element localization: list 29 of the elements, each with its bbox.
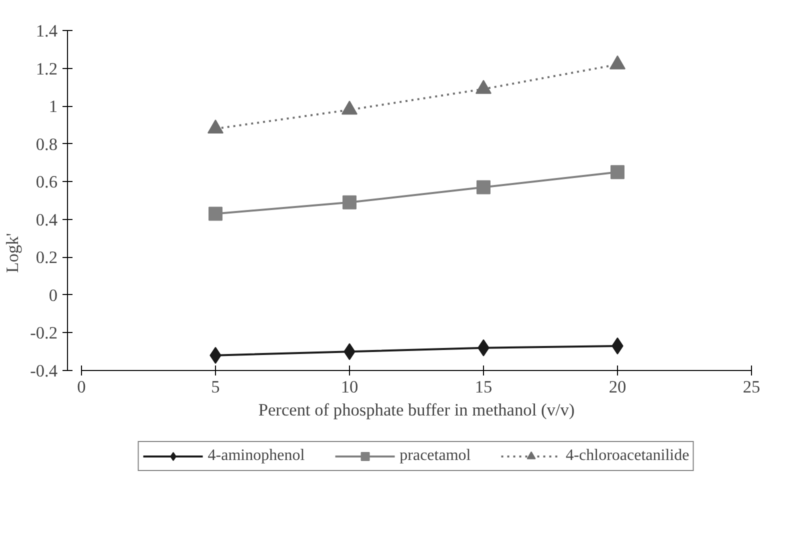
x-tick-label: 15 [474, 378, 492, 396]
y-tick-label: -0.4 [30, 362, 58, 380]
point [610, 165, 624, 180]
x-tick-label: 0 [77, 378, 86, 396]
y-tick-label: -0.2 [30, 324, 58, 343]
x-tick-label: 25 [742, 378, 760, 396]
y-tick-label: 1.2 [36, 59, 58, 78]
y-axis-title: Logk' [3, 233, 22, 273]
legend-label: 4-chloroacetanilide [566, 447, 690, 465]
legend-label: 4-aminophenol [208, 447, 305, 465]
point [610, 55, 626, 70]
point [342, 100, 358, 115]
y-tick-label: 0.4 [36, 210, 58, 230]
x-tick-label: 10 [340, 378, 358, 396]
y-tick-label: 0.6 [36, 172, 58, 192]
point [208, 120, 224, 134]
point [476, 180, 490, 194]
point [476, 80, 492, 94]
legend-label: pracetamol [400, 447, 471, 465]
point [208, 206, 222, 221]
x-axis-title: Percent of phosphate buffer in methanol (v/v) [258, 400, 575, 420]
x-tick-label: 20 [608, 378, 626, 396]
y-tick-label: 1 [48, 97, 58, 116]
y-tick-label: 0.8 [36, 134, 58, 154]
y-tick-label: 0.2 [36, 248, 58, 268]
point [342, 195, 356, 210]
y-tick-label: 0 [48, 286, 58, 305]
x-tick-label: 5 [211, 378, 220, 396]
y-tick-label: 1.4 [36, 22, 58, 40]
